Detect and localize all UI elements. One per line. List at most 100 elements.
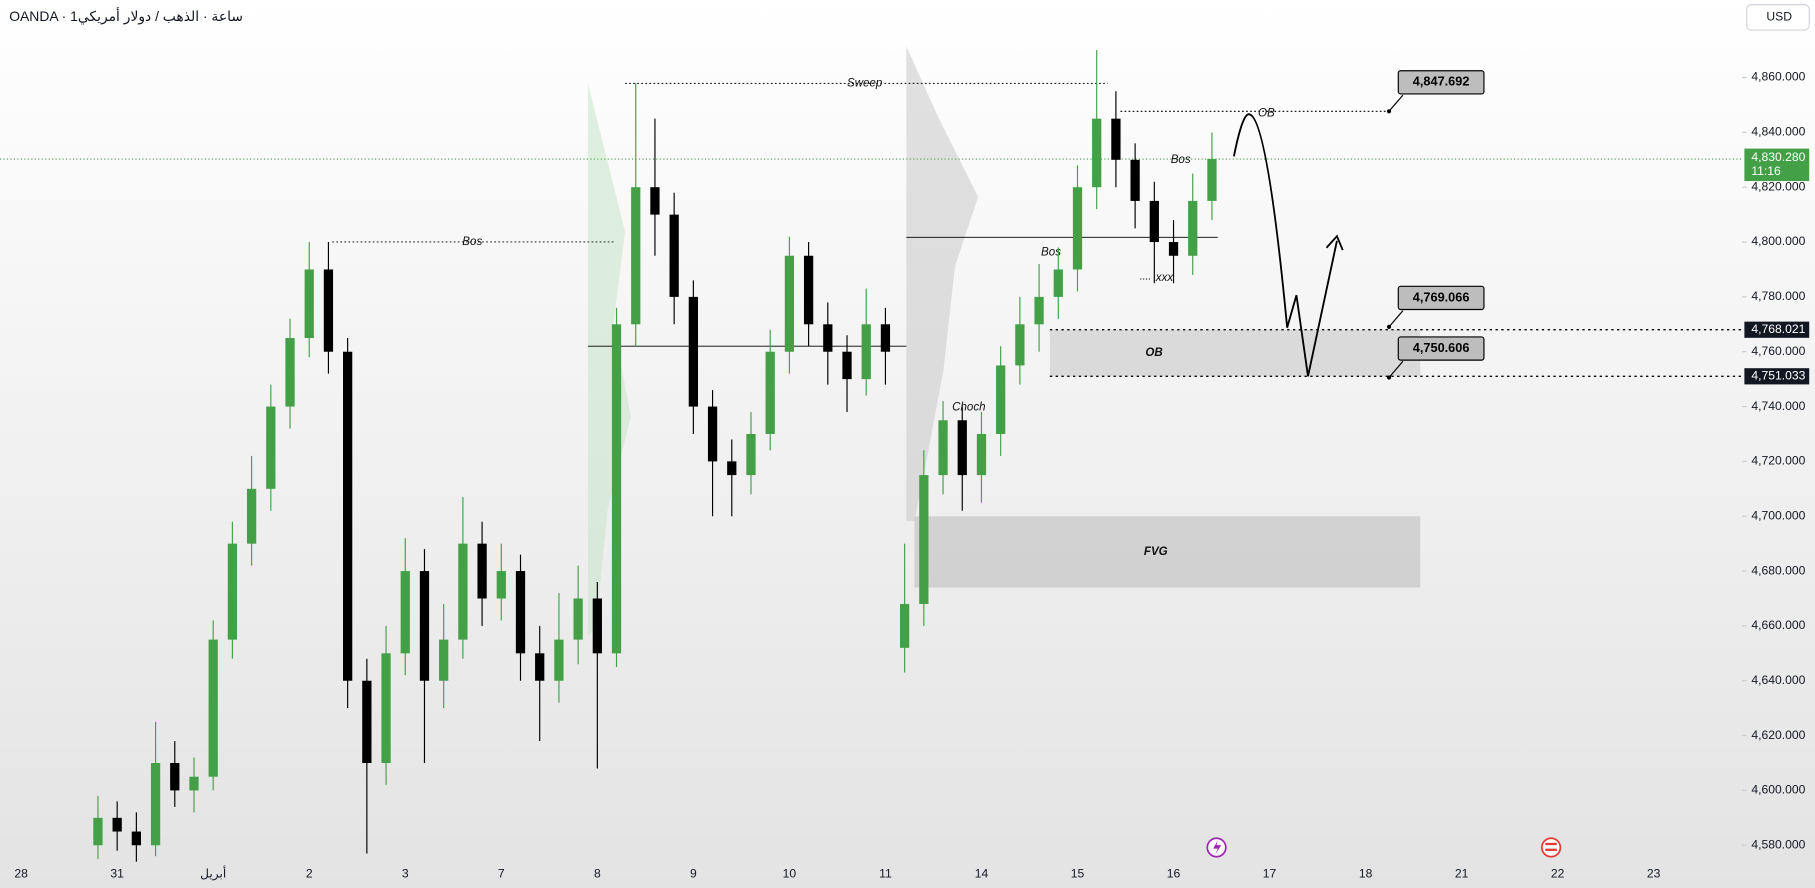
x-tick-label: 14 [975, 866, 989, 880]
candle-body [419, 571, 430, 681]
x-tick-label: 31 [110, 866, 124, 880]
y-tick-label: 4,620.000 [1751, 728, 1805, 742]
x-tick-label: 7 [498, 866, 505, 880]
candle-body [1053, 269, 1063, 297]
y-tick-label: 4,740.000 [1751, 399, 1805, 413]
callout-label: 4,769.066 [1413, 289, 1470, 304]
y-tick-label: 4,780.000 [1751, 289, 1805, 303]
x-tick-label: 8 [594, 866, 601, 880]
currency-button[interactable] [1746, 4, 1810, 31]
zone-label: OB [1145, 347, 1162, 359]
candle-body [996, 365, 1006, 434]
projection-arrow [1325, 234, 1344, 251]
annotation: Sweep [847, 77, 883, 89]
candle-body [592, 598, 602, 654]
projection-path [1233, 113, 1338, 377]
y-tick-label: 4,680.000 [1751, 563, 1805, 577]
y-tick-label: 4,820.000 [1751, 179, 1805, 193]
annotation: Bos [462, 236, 482, 248]
y-tick-label: 4,580.000 [1751, 837, 1805, 851]
event-icon-glyph [1545, 842, 1557, 846]
candle-body [400, 571, 410, 654]
zone [914, 516, 1421, 588]
candle-body [803, 255, 814, 325]
current-price-tag [1744, 148, 1810, 182]
candle-body [957, 420, 967, 476]
candle-body [150, 763, 161, 846]
candle-body [189, 776, 199, 791]
candle-body [938, 420, 948, 476]
x-tick-label: 3 [402, 866, 409, 880]
y-tick-label: 4,860.000 [1751, 70, 1805, 84]
x-tick-label: 16 [1167, 866, 1181, 880]
candle-body [650, 187, 660, 215]
callout-box [1397, 336, 1485, 361]
callout-label: 4,847.692 [1413, 74, 1470, 89]
x-tick-label: 18 [1359, 866, 1373, 880]
candle-body [112, 817, 122, 832]
candle-body [1149, 200, 1159, 243]
x-tick-label: 11 [879, 866, 892, 880]
candle-body [611, 324, 622, 654]
candle-body [381, 653, 391, 763]
candle-body [746, 433, 756, 476]
candle-body [900, 603, 910, 648]
volume-profile [588, 83, 631, 637]
candle-body [323, 269, 334, 352]
candle-body [131, 831, 141, 846]
annotation: Bos [1171, 154, 1191, 166]
candle-body [573, 598, 583, 640]
volume-profile [906, 46, 979, 521]
event-icon[interactable] [1540, 837, 1562, 858]
y-tick-label: 4,800.000 [1751, 234, 1805, 248]
x-tick-label: أبريل [200, 865, 226, 881]
candle-body [1111, 118, 1121, 160]
candle-body [170, 763, 180, 791]
candle-body [535, 653, 545, 681]
countdown-label: 11:16 [1751, 164, 1781, 178]
y-tick-label: 4,600.000 [1751, 783, 1805, 797]
candle-body [496, 571, 506, 599]
x-tick-label: 10 [783, 866, 797, 880]
candle-body [976, 433, 987, 476]
candle-body [439, 639, 449, 681]
candle-body [880, 324, 891, 352]
candle-body [688, 296, 698, 407]
callout-label: 4,750.606 [1413, 340, 1470, 355]
candle-body [784, 255, 795, 352]
zone [1049, 329, 1421, 377]
candle-body [669, 214, 679, 297]
event-icon-glyph [1545, 848, 1557, 851]
x-tick-label: 28 [14, 866, 28, 880]
candle-body [1072, 187, 1083, 270]
y-tick-label: 4,700.000 [1751, 508, 1805, 522]
candle-body [208, 639, 218, 777]
zone-label: FVG [1144, 546, 1168, 558]
y-tick-label: 4,840.000 [1751, 125, 1805, 139]
x-tick-label: 21 [1455, 866, 1469, 880]
candle-body [343, 351, 353, 681]
x-tick-label: 17 [1263, 866, 1277, 880]
x-tick-label: 2 [306, 866, 313, 880]
currency-label: USD [1766, 10, 1792, 24]
callout-box [1397, 285, 1485, 311]
candle-body [1092, 118, 1102, 188]
y-tick-label: 4,720.000 [1751, 454, 1805, 468]
candle-body [515, 571, 526, 654]
candle-body [266, 406, 276, 489]
callout-box [1397, 70, 1485, 95]
candle-body [93, 817, 103, 846]
x-tick-label: 9 [690, 866, 697, 880]
candle-body [842, 351, 852, 380]
candle-body [1130, 159, 1140, 201]
candle-body [919, 475, 929, 604]
candle-body [727, 461, 737, 476]
candle-body [458, 543, 468, 640]
x-tick-label: 22 [1551, 866, 1565, 880]
annotation: xxx [1155, 272, 1175, 284]
candle-body [1207, 159, 1217, 201]
y-tick-label: 4,640.000 [1751, 673, 1805, 687]
candle-body [285, 338, 295, 407]
candle-body [1015, 324, 1025, 366]
candle-body [246, 488, 257, 544]
